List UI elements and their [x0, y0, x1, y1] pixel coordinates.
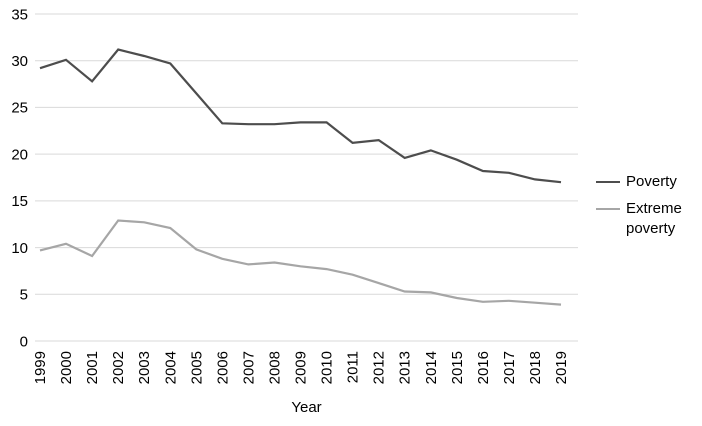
x-axis-tick-label: 2008 — [266, 351, 283, 384]
x-axis-tick-label: 2002 — [110, 351, 127, 384]
x-axis-tick-label: 2003 — [136, 351, 153, 384]
x-axis-tick-label: 2009 — [293, 351, 310, 384]
y-axis-tick-label: 5 — [20, 287, 28, 304]
y-axis-tick-label: 0 — [20, 333, 28, 350]
legend-item-extreme-poverty: Extreme poverty — [596, 199, 700, 239]
series-line-extreme-poverty — [39, 219, 562, 306]
x-axis-tick-label: 2011 — [345, 351, 362, 383]
x-axis-tick-label: 2019 — [553, 351, 570, 384]
x-axis-tick-label: 2013 — [397, 351, 414, 384]
y-axis-tick-label: 25 — [11, 100, 28, 117]
series-line-poverty — [39, 48, 562, 184]
x-axis-tick-label: 2017 — [501, 351, 518, 384]
y-axis-tick-label: 35 — [11, 6, 28, 23]
legend: Poverty Extreme poverty — [596, 172, 700, 239]
x-axis-tick-label: 2007 — [240, 351, 257, 384]
poverty-line-swatch — [596, 181, 620, 183]
x-axis-tick-label: 2010 — [319, 351, 336, 384]
x-axis-tick-label: 2000 — [58, 351, 75, 384]
x-axis-tick-label: 2015 — [449, 351, 466, 384]
x-axis-title: Year — [291, 399, 322, 416]
x-axis-tick-label: 2001 — [84, 351, 101, 384]
legend-label-poverty: Poverty — [626, 173, 677, 190]
x-axis-tick-label: 2006 — [214, 351, 231, 384]
extreme-poverty-line-swatch — [596, 208, 620, 210]
x-axis-tick-label: 2012 — [371, 351, 388, 384]
x-axis-tick-label: 2018 — [527, 351, 544, 384]
y-axis-tick-label: 30 — [11, 53, 28, 70]
x-axis-tick-label: 1999 — [32, 351, 49, 384]
y-axis-tick-label: 15 — [11, 193, 28, 210]
legend-item-poverty: Poverty — [596, 172, 700, 192]
y-axis-tick-label: 20 — [11, 146, 28, 163]
x-axis-tick-label: 2005 — [188, 351, 205, 384]
x-axis-tick-label: 2014 — [423, 351, 440, 384]
x-axis-tick-label: 2016 — [475, 351, 492, 384]
y-axis-tick-label: 10 — [11, 240, 28, 257]
x-axis-tick-label: 2004 — [162, 351, 179, 384]
legend-label-extreme-poverty: Extreme poverty — [626, 200, 682, 237]
